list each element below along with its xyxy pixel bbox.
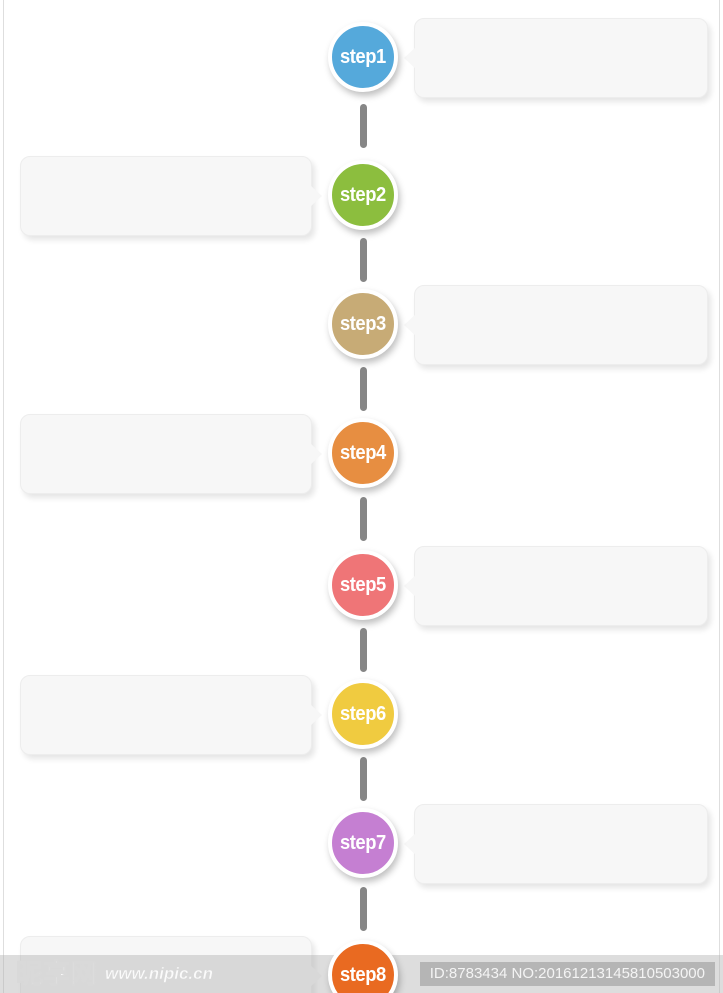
step-badge: step4 (328, 418, 398, 488)
timeline-connector (359, 756, 367, 801)
timeline-connector (359, 366, 367, 411)
step-label: step1 (340, 45, 386, 68)
step-label: step6 (340, 702, 386, 725)
bubble-tail-icon (310, 704, 322, 726)
timeline-connector (359, 887, 367, 931)
timeline-connector (359, 497, 367, 541)
timeline-connector (359, 627, 367, 672)
step-description-bubble (20, 156, 322, 236)
step-badge: step7 (328, 808, 398, 878)
nipic-logo-url: www.nipic.cn (105, 964, 214, 984)
bubble-tail-icon (404, 47, 416, 69)
step-description-bubble (404, 285, 708, 365)
nipic-logo-text: 昵享网 (16, 959, 98, 990)
timeline-connector (359, 104, 367, 148)
step-label: step3 (340, 312, 386, 335)
step-label: step5 (340, 573, 386, 596)
step-description-bubble (20, 936, 322, 993)
step-badge: step3 (328, 289, 398, 359)
step-badge: step6 (328, 679, 398, 749)
left-edge-line (3, 0, 4, 993)
step-description-bubble (20, 414, 322, 494)
step-badge: step8 (328, 940, 398, 993)
step-description-bubble (20, 675, 322, 755)
bubble-tail-icon (404, 314, 416, 336)
step-label: step7 (340, 831, 386, 854)
step-label: step2 (340, 183, 386, 206)
right-edge-line (719, 0, 720, 993)
image-id-badge: ID:8783434 NO:20161213145810503000 (419, 962, 715, 986)
timeline-connector (359, 237, 367, 282)
step-badge: step5 (328, 550, 398, 620)
nipic-logo: 昵享网 www.nipic.cn (16, 955, 214, 993)
step-description-bubble (404, 804, 708, 884)
bubble-tail-icon (310, 965, 322, 987)
step-label: step8 (340, 963, 386, 986)
bubble-tail-icon (310, 185, 322, 207)
step-description-bubble (404, 18, 708, 98)
bubble-tail-icon (404, 575, 416, 597)
step-badge: step2 (328, 160, 398, 230)
bubble-tail-icon (404, 833, 416, 855)
step-description-bubble (404, 546, 708, 626)
step-label: step4 (340, 441, 386, 464)
step-badge: step1 (328, 22, 398, 92)
bubble-tail-icon (310, 443, 322, 465)
